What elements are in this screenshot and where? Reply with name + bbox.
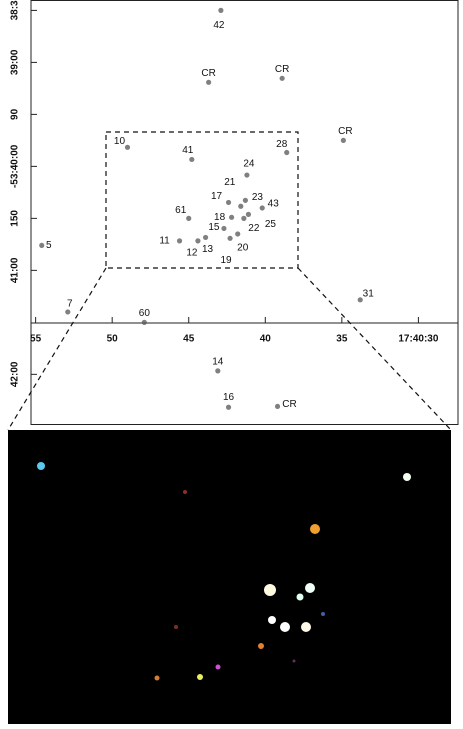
point-label: CR	[282, 399, 296, 410]
point	[225, 404, 232, 410]
point-label: 5	[46, 240, 52, 251]
point-label: 22	[248, 223, 260, 234]
point	[245, 211, 252, 217]
point	[284, 149, 290, 156]
point	[241, 215, 247, 221]
point	[229, 214, 235, 220]
y-tick-label: 150	[10, 210, 21, 227]
zoom-line	[7, 267, 107, 431]
point-label: 14	[212, 357, 224, 368]
star	[183, 490, 187, 494]
point-label: 10	[114, 136, 126, 147]
point	[39, 242, 45, 249]
point	[340, 137, 346, 143]
point-label: 15	[208, 222, 220, 233]
point-label: 25	[265, 219, 277, 230]
point-label: 42	[213, 20, 225, 31]
point	[238, 203, 244, 209]
point-label: 19	[221, 255, 233, 266]
zoom-line	[297, 267, 452, 431]
star	[197, 674, 203, 680]
star	[301, 622, 311, 632]
point-label: 17	[211, 191, 223, 202]
point-label: 11	[159, 236, 170, 247]
point-label: CR	[201, 68, 215, 79]
point	[176, 238, 183, 244]
point	[215, 368, 221, 374]
point	[206, 79, 212, 85]
point-label: 28	[276, 139, 288, 150]
star	[403, 473, 411, 481]
point-label: 21	[224, 177, 236, 188]
point	[65, 309, 71, 315]
star	[154, 675, 160, 681]
point-label: 18	[214, 212, 226, 223]
point	[242, 197, 248, 203]
point-label: 61	[175, 205, 187, 216]
point	[259, 205, 265, 211]
point	[225, 199, 232, 206]
star	[310, 524, 320, 534]
point	[235, 231, 241, 237]
star	[296, 593, 304, 601]
star	[321, 612, 325, 616]
star	[174, 625, 178, 629]
point	[244, 172, 250, 178]
y-tick-label: 39:00	[10, 49, 21, 75]
x-tick-label: 55	[30, 334, 42, 345]
point-label: 43	[268, 199, 280, 210]
frame	[30, 0, 459, 425]
point	[218, 7, 224, 13]
star	[305, 583, 315, 593]
point	[124, 144, 131, 150]
point-label: CR	[338, 126, 352, 137]
y-tick-label: 41:00	[10, 257, 21, 283]
point	[141, 319, 147, 325]
point	[274, 403, 281, 410]
point-label: 60	[139, 308, 151, 319]
x-tick-label: 40	[260, 334, 272, 345]
star	[258, 643, 264, 649]
y-tick-label: 38:3	[10, 0, 21, 20]
point-label: 13	[202, 244, 214, 255]
point-label: 24	[243, 159, 255, 170]
star	[37, 462, 45, 470]
star	[215, 664, 221, 670]
star	[280, 622, 290, 632]
point-label: 12	[186, 248, 198, 259]
point	[279, 75, 285, 81]
point	[221, 225, 227, 232]
point-label: 31	[363, 288, 375, 299]
zoom-box	[105, 131, 299, 269]
point	[202, 234, 209, 241]
y-tick-label: -53:40:00	[10, 144, 21, 188]
point-label: 41	[182, 145, 194, 156]
point-label: 16	[223, 392, 235, 403]
x-tick-label: 50	[107, 334, 119, 345]
star	[268, 616, 276, 624]
point-label: 20	[237, 243, 249, 254]
x-tick-label: 35	[336, 334, 348, 345]
color-image	[8, 430, 451, 724]
point-label: 7	[67, 299, 73, 310]
star	[264, 584, 276, 596]
point	[227, 235, 233, 241]
x-tick-label: 45	[183, 334, 195, 345]
point-label: CR	[275, 64, 289, 75]
y-tick-label: 42:00	[10, 361, 21, 387]
image-background	[8, 430, 451, 724]
point	[189, 156, 195, 163]
point	[357, 297, 363, 303]
star	[292, 659, 296, 663]
y-tick-label: 90	[10, 108, 21, 120]
point-label: 23	[252, 192, 264, 203]
point	[186, 215, 192, 221]
point	[195, 238, 201, 244]
x-tick-label: 17:40:30	[398, 334, 438, 345]
